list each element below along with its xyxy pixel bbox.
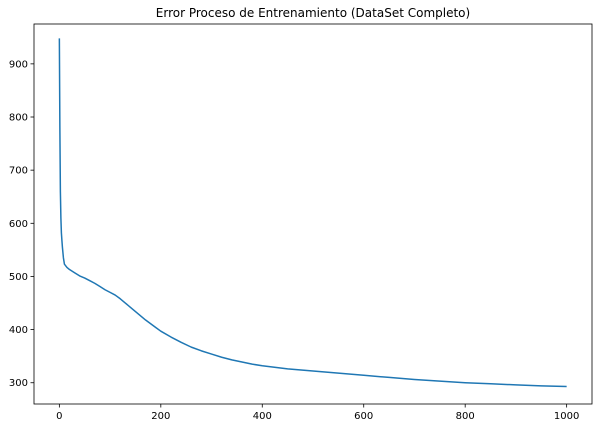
plot-area: 0 200 400 600 800 1000 300 400 500 600 700 800 900 xyxy=(9,23,593,422)
x-tick-label: 1000 xyxy=(554,411,579,422)
x-tick-label: 600 xyxy=(354,411,373,422)
x-tick-label: 0 xyxy=(56,411,62,422)
chart-title: Error Proceso de Entrenamiento (DataSet … xyxy=(156,6,470,20)
series-line-0 xyxy=(58,38,567,388)
y-tick-label: 400 xyxy=(9,325,28,336)
y-tick-label: 300 xyxy=(9,378,28,389)
x-tick-label: 200 xyxy=(151,411,170,422)
y-tick-label: 500 xyxy=(9,272,28,283)
y-tick-label: 700 xyxy=(9,166,28,177)
x-tick-label: 400 xyxy=(253,411,272,422)
x-tick-label: 800 xyxy=(456,411,475,422)
y-tick-label: 600 xyxy=(9,219,28,230)
y-tick-label: 900 xyxy=(9,59,28,70)
axes-frame xyxy=(33,23,593,405)
y-tick-label: 800 xyxy=(9,113,28,124)
